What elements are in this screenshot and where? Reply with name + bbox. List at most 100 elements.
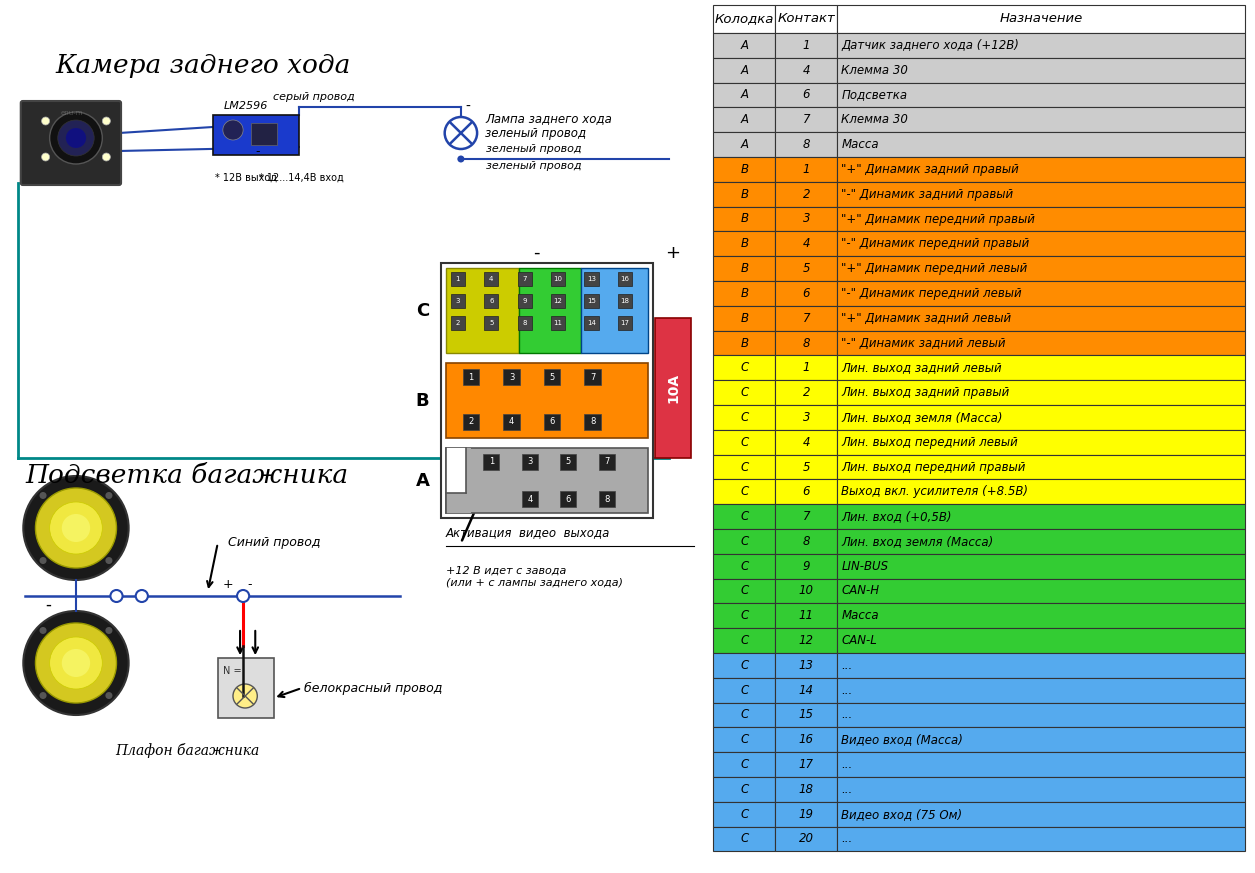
Text: -: - [247,578,252,591]
Text: Активация  видео  выхода: Активация видео выхода [446,526,610,539]
Text: Плафон багажника: Плафон багажника [115,743,260,758]
Bar [463,414,479,430]
Text: C: C [740,585,748,597]
Bar [713,58,776,83]
Bar [713,479,776,505]
Bar [585,316,599,330]
Circle shape [444,117,477,149]
Bar [776,58,837,83]
Bar [713,777,776,801]
Bar [837,529,1245,553]
Text: +12 В идет с завода
(или + с лампы заднего хода): +12 В идет с завода (или + с лампы задне… [446,566,622,588]
Text: C: C [740,460,748,473]
Text: 16: 16 [798,733,813,746]
Bar [713,827,776,851]
Text: B: B [740,262,748,275]
Bar [776,33,837,58]
Bar [776,331,837,355]
Bar [484,294,498,308]
Text: 8: 8 [604,494,610,504]
Text: A: A [740,113,748,127]
Bar [837,231,1245,256]
Bar [776,207,837,231]
Text: ...: ... [841,833,852,845]
Bar [837,5,1245,33]
Text: ...: ... [841,758,852,771]
Bar [551,272,565,286]
Text: Камера заднего хода: Камера заднего хода [55,53,351,78]
Bar [713,629,776,653]
Bar [560,491,576,507]
Bar [503,414,520,430]
Bar [837,579,1245,603]
Text: Подсветка багажника: Подсветка багажника [25,463,349,488]
Bar [484,272,498,286]
Text: серый провод: серый провод [274,92,355,102]
Bar [837,107,1245,132]
Circle shape [35,488,117,568]
Text: 2: 2 [802,386,809,399]
Bar [776,753,837,777]
Text: enu-m: enu-m [60,110,83,116]
Text: 6: 6 [489,298,493,304]
Bar [251,123,276,145]
Text: зеленый провод: зеленый провод [486,144,582,154]
Bar [776,405,837,430]
Bar [776,5,837,33]
Bar [713,579,776,603]
Text: Колодка: Колодка [714,12,774,25]
Text: "-" Динамик передний правый: "-" Динамик передний правый [841,237,1029,251]
Bar [713,355,776,381]
Bar [776,529,837,553]
Text: B: B [740,163,748,175]
Bar [776,107,837,132]
Text: Лин. выход задний левый: Лин. выход задний левый [841,361,1001,375]
Text: 12: 12 [798,634,813,647]
Text: 5: 5 [566,457,571,466]
Circle shape [58,120,94,156]
Bar [713,182,776,207]
Bar [446,448,466,493]
Text: C: C [740,485,748,498]
Text: 10: 10 [798,585,813,597]
Text: 4: 4 [802,64,809,77]
Bar [837,256,1245,281]
Bar [837,83,1245,107]
Text: 8: 8 [802,535,809,548]
Bar [776,157,837,182]
Bar [713,33,776,58]
Bar [517,272,532,286]
Text: 5: 5 [550,373,555,382]
Bar [655,318,690,458]
Text: Лин. вход (+0,5В): Лин. вход (+0,5В) [841,510,951,523]
Bar [837,801,1245,827]
Circle shape [35,623,117,703]
Text: +: + [222,578,233,591]
Bar [776,430,837,455]
Circle shape [65,128,87,148]
Bar [776,479,837,505]
Bar [713,132,776,157]
Text: 1: 1 [802,361,809,375]
Text: C: C [740,659,748,672]
Text: 2: 2 [802,188,809,201]
Text: 9: 9 [802,560,809,573]
Bar [713,381,776,405]
Text: Масса: Масса [841,138,878,151]
Circle shape [41,117,50,125]
Bar [713,505,776,529]
Bar [776,355,837,381]
Text: C: C [740,609,748,622]
Bar [551,294,565,308]
Bar [484,316,498,330]
Text: LM2596: LM2596 [223,101,267,111]
Circle shape [237,590,250,602]
Bar [543,414,560,430]
Bar [837,479,1245,505]
Bar [446,448,471,513]
Text: 8: 8 [802,138,809,151]
Bar [776,553,837,579]
Bar [776,777,837,801]
Text: A: A [740,39,748,52]
Bar [776,677,837,703]
